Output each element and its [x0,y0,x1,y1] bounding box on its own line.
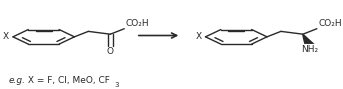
Text: O: O [107,47,114,56]
Text: NH₂: NH₂ [301,45,318,54]
Text: e.g.: e.g. [8,76,25,85]
Text: CO₂H: CO₂H [318,19,342,28]
Text: 3: 3 [115,82,119,88]
Text: X: X [3,32,9,41]
Polygon shape [302,34,315,44]
Text: X = F, Cl, MeO, CF: X = F, Cl, MeO, CF [25,76,110,85]
Text: X: X [196,32,202,41]
Text: CO₂H: CO₂H [126,19,150,28]
